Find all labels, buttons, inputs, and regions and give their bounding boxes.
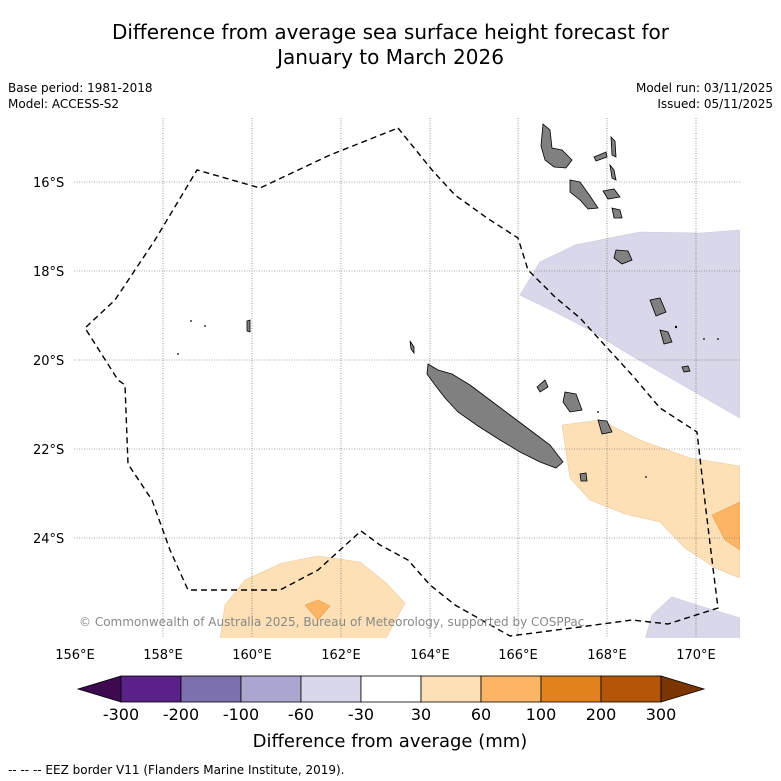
new-caledonia-island xyxy=(426,363,564,469)
eez-footnote: -- -- -- EEZ border V11 (Flanders Marine… xyxy=(8,763,345,777)
vanuatu-pentecost xyxy=(609,163,617,181)
lat-label: 22°S xyxy=(33,443,64,458)
lat-label: 18°S xyxy=(33,265,64,280)
lon-label: 170°E xyxy=(676,648,716,663)
colorbar-segment xyxy=(180,675,242,703)
colorbar-tick-label: 30 xyxy=(411,705,431,724)
title-line-2: January to March 2026 xyxy=(277,45,504,69)
colorbar-tick-label: 200 xyxy=(586,705,617,724)
lat-label: 24°S xyxy=(33,532,64,547)
colorbar-tick-label: -100 xyxy=(223,705,259,724)
colorbar-tick-label: -200 xyxy=(163,705,199,724)
vanuatu-espiritu-santo xyxy=(540,123,573,169)
model-name: Model: ACCESS-S2 xyxy=(8,97,120,111)
vanuatu-ambrym xyxy=(602,188,621,200)
colorbar-tick-label: -300 xyxy=(103,705,139,724)
vanuatu-maewo xyxy=(610,135,617,158)
anomaly-region-pos-east-darker xyxy=(711,501,740,551)
lat-label: 16°S xyxy=(33,176,64,191)
map-plot-area: © Commonwealth of Australia 2025, Bureau… xyxy=(74,118,740,638)
colorbar-tick-label: -60 xyxy=(288,705,314,724)
anomaly-region-pos-east xyxy=(561,419,740,579)
colorbar-segment xyxy=(480,675,542,703)
map-title: Difference from average sea surface heig… xyxy=(0,20,781,70)
chesterfield-reef xyxy=(246,319,251,333)
meta-left: Base period: 1981-2018 Model: ACCESS-S2 xyxy=(8,80,153,112)
belep-island xyxy=(409,340,415,355)
anomaly-region-pos-south xyxy=(219,555,406,638)
vanuatu-malekula xyxy=(569,179,599,210)
colorbar-segment xyxy=(420,675,482,703)
meta-right: Model run: 03/11/2025 Issued: 05/11/2025 xyxy=(636,80,773,112)
colorbar-segment xyxy=(360,675,422,703)
issued-date: Issued: 05/11/2025 xyxy=(657,97,773,111)
loyalty-islands-lifou xyxy=(562,391,583,413)
colorbar-segment xyxy=(240,675,302,703)
loyalty-islands-mare xyxy=(597,419,613,435)
lon-label: 158°E xyxy=(143,648,183,663)
isle-of-pines xyxy=(579,472,588,482)
anomaly-region-neg-light-south xyxy=(645,596,740,638)
lat-label: 20°S xyxy=(33,354,64,369)
colorbar-tick-label: -30 xyxy=(348,705,374,724)
vanuatu-tanna xyxy=(659,329,673,345)
lon-label: 166°E xyxy=(498,648,538,663)
colorbar-tick-label: 300 xyxy=(646,705,677,724)
colorbar-segment xyxy=(300,675,362,703)
colorbar-extend-low xyxy=(76,675,122,703)
colorbar-tick-label: 100 xyxy=(526,705,557,724)
grid-lines xyxy=(74,118,740,638)
colorbar-segment xyxy=(540,675,602,703)
vanuatu-epi xyxy=(611,207,623,219)
loyalty-islands-ouvea xyxy=(536,379,549,393)
vanuatu-efate xyxy=(613,249,633,265)
colorbar: -300 -200 -100 -60 -30 30 60 100 200 300… xyxy=(76,675,706,752)
vanuatu-erromango xyxy=(649,297,667,317)
colorbar-tick-label: 60 xyxy=(471,705,491,724)
lat-labels: 16°S 18°S 20°S 22°S 24°S xyxy=(33,176,64,547)
colorbar-segment xyxy=(120,675,182,703)
lon-label: 164°E xyxy=(410,648,450,663)
small-islets xyxy=(177,320,719,478)
model-run: Model run: 03/11/2025 xyxy=(635,81,773,95)
lon-label: 160°E xyxy=(232,648,272,663)
copyright-notice: © Commonwealth of Australia 2025, Bureau… xyxy=(79,615,584,629)
vanuatu-ambae xyxy=(593,151,608,162)
base-period: Base period: 1981-2018 xyxy=(8,81,153,95)
colorbar-extend-high xyxy=(660,675,706,703)
anomaly-region-pos-south-darker xyxy=(304,599,331,621)
lon-label: 162°E xyxy=(321,648,361,663)
lon-label: 156°E xyxy=(55,648,95,663)
colorbar-title: Difference from average (mm) xyxy=(253,731,528,752)
colorbar-segment xyxy=(600,675,662,703)
title-line-1: Difference from average sea surface heig… xyxy=(111,20,670,44)
lon-label: 168°E xyxy=(587,648,627,663)
vanuatu-aneityum xyxy=(681,365,691,373)
land-masses xyxy=(246,123,691,482)
lon-labels: 156°E 158°E 160°E 162°E 164°E 166°E 168°… xyxy=(55,648,716,663)
eez-border xyxy=(84,127,719,637)
